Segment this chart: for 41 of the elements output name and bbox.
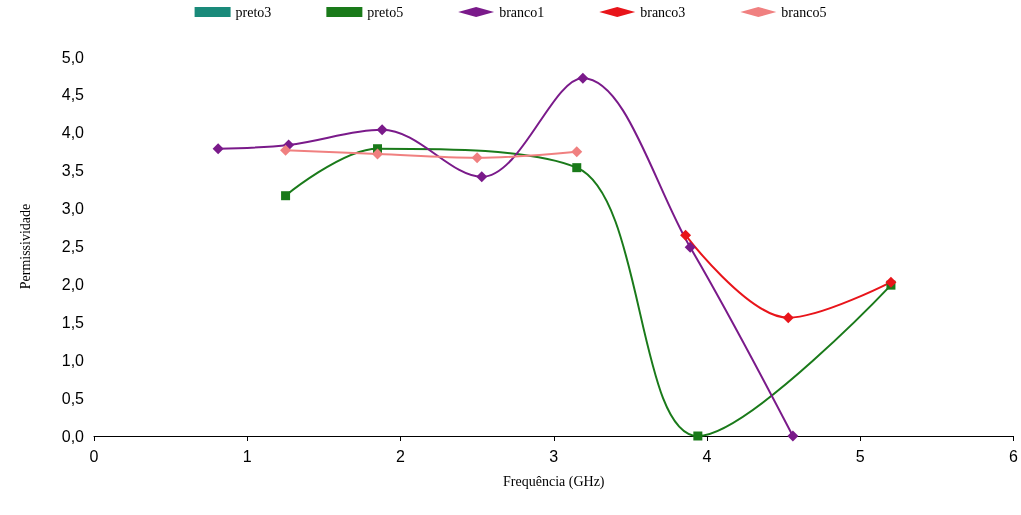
legend-label: preto3 xyxy=(235,4,272,20)
point xyxy=(684,241,696,253)
legend-label: branco1 xyxy=(499,4,545,20)
point xyxy=(577,72,589,84)
point xyxy=(693,431,703,441)
y-tick-label: 0,0 xyxy=(61,427,85,445)
point xyxy=(372,148,384,160)
point xyxy=(212,143,224,155)
x-axis-title: Frequência (GHz) xyxy=(503,473,605,490)
x-tick-label: 0 xyxy=(89,447,99,465)
y-tick-label: 5,0 xyxy=(61,48,85,66)
point xyxy=(782,312,794,324)
point xyxy=(281,191,291,201)
legend-label: preto5 xyxy=(367,4,404,20)
point xyxy=(280,144,292,156)
y-tick-label: 3,5 xyxy=(61,162,85,180)
y-tick-label: 1,5 xyxy=(61,313,85,331)
x-tick-label: 3 xyxy=(549,447,559,465)
y-tick-label: 2,5 xyxy=(61,238,85,255)
y-axis-title: Permissividade xyxy=(17,203,33,290)
y-tick-label: 3,0 xyxy=(61,200,85,218)
y-tick-label: 1,0 xyxy=(61,351,85,369)
y-tick-label: 2,0 xyxy=(61,275,85,293)
point xyxy=(571,146,583,158)
y-tick-label: 0,5 xyxy=(61,389,85,407)
legend-label: branco5 xyxy=(781,4,827,20)
point xyxy=(885,276,897,288)
x-tick-label: 5 xyxy=(855,447,865,465)
legend-label: branco3 xyxy=(640,4,686,20)
y-tick-label: 4,0 xyxy=(61,124,85,142)
point xyxy=(572,163,582,173)
y-tick-label: 4,5 xyxy=(61,86,85,104)
point xyxy=(787,430,799,442)
point xyxy=(680,229,692,241)
x-tick-label: 4 xyxy=(702,447,712,465)
x-tick-label: 1 xyxy=(242,447,252,465)
point xyxy=(376,124,388,136)
x-tick-label: 2 xyxy=(396,447,406,465)
point xyxy=(476,171,488,183)
x-tick-label: 6 xyxy=(1009,447,1019,465)
point xyxy=(471,152,483,164)
